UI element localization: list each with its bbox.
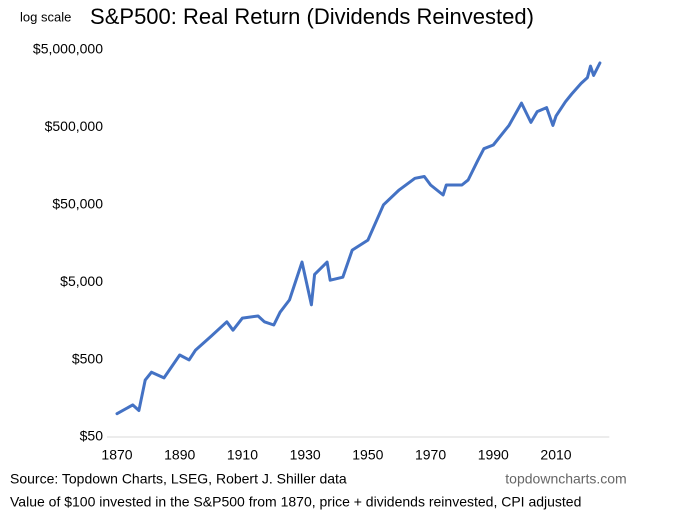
- x-tick-label: 1950: [352, 447, 383, 463]
- x-tick-label: 1970: [415, 447, 446, 463]
- x-tick-label: 1910: [227, 447, 258, 463]
- chart-title: S&P500: Real Return (Dividends Reinveste…: [90, 4, 534, 29]
- y-tick-label: $500: [72, 350, 103, 366]
- line: [115, 61, 602, 416]
- y-tick-label: $500,000: [45, 118, 104, 134]
- source: Source: Topdown Charts, LSEG, Robert J. …: [10, 471, 347, 487]
- x-tick-label: 1870: [101, 447, 132, 463]
- scale-note: log scale: [20, 9, 71, 24]
- x-tick-label: 1930: [290, 447, 321, 463]
- x-tick-label: 1890: [164, 447, 195, 463]
- y-tick-label: $5,000: [60, 273, 103, 289]
- y-tick-label: $50: [80, 428, 104, 444]
- y-tick-label: $50,000: [52, 196, 103, 212]
- watermark: topdowncharts.com: [505, 471, 626, 487]
- x-tick-label: 1990: [478, 447, 509, 463]
- footnote: Value of $100 invested in the S&P500 fro…: [10, 494, 581, 510]
- x-tick-label: 2010: [540, 447, 571, 463]
- y-tick-label: $5,000,000: [33, 41, 103, 57]
